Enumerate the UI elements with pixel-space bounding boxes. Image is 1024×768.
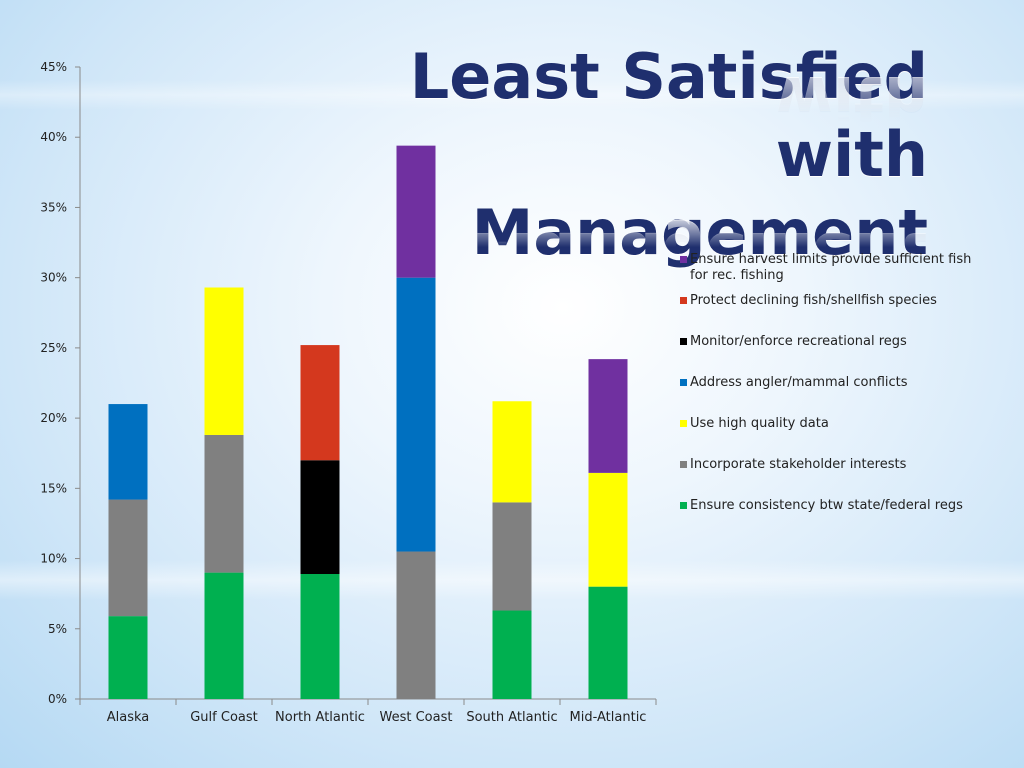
legend-swatch — [680, 297, 687, 304]
legend-item: Address angler/mammal conflicts — [680, 375, 980, 416]
legend-item: Monitor/enforce recreational regs — [680, 334, 980, 375]
bar-segment — [300, 460, 340, 575]
legend-label: for rec. fishing — [690, 268, 784, 283]
x-category-label: Alaska — [107, 710, 150, 725]
legend-label: Ensure consistency btw state/federal reg… — [690, 498, 963, 513]
y-tick-label: 30% — [40, 271, 67, 285]
bar-segment — [108, 616, 148, 699]
x-category-label: Mid-Atlantic — [570, 710, 647, 725]
x-category-label: Gulf Coast — [190, 710, 258, 725]
y-tick-label: 25% — [40, 341, 67, 355]
legend-item: Ensure consistency btw state/federal reg… — [680, 498, 980, 539]
bar-segment — [588, 359, 628, 473]
legend-item: Incorporate stakeholder interests — [680, 457, 980, 498]
y-tick-label: 10% — [40, 552, 67, 566]
title-line-2: Management — [288, 194, 928, 272]
x-category-label: North Atlantic — [275, 710, 365, 725]
legend-swatch — [680, 338, 687, 345]
y-tick-label: 15% — [40, 481, 67, 495]
legend-swatch — [680, 461, 687, 468]
y-tick-label: 0% — [48, 692, 67, 706]
bar-segment — [204, 434, 244, 573]
y-tick-label: 40% — [40, 130, 67, 144]
chart-legend: Ensure harvest limits provide sufficient… — [680, 252, 980, 539]
legend-item: Ensure harvest limits provide sufficient… — [680, 252, 980, 293]
x-category-label: South Atlantic — [466, 710, 557, 725]
legend-label: Monitor/enforce recreational regs — [690, 334, 907, 349]
bar-segment — [396, 277, 436, 552]
bar-segment — [300, 345, 340, 461]
legend-item: Protect declining fish/shellfish species — [680, 293, 980, 334]
legend-swatch — [680, 420, 687, 427]
bar-segment — [204, 287, 244, 435]
y-tick-label: 20% — [40, 411, 67, 425]
bar-segment — [492, 401, 532, 503]
legend-label: Address angler/mammal conflicts — [690, 375, 908, 390]
title-line-1: Least Satisfied with — [288, 38, 928, 194]
bar-segment — [588, 586, 628, 699]
bar-segment — [492, 502, 532, 611]
legend-swatch — [680, 256, 687, 263]
legend-label: Protect declining fish/shellfish species — [690, 293, 937, 308]
legend-item: Use high quality data — [680, 416, 980, 457]
bar-segment — [204, 572, 244, 699]
legend-swatch — [680, 379, 687, 386]
bar-segment — [396, 145, 436, 278]
bar-segment — [108, 499, 148, 617]
legend-label: Ensure harvest limits provide sufficient… — [690, 252, 972, 267]
x-category-label: West Coast — [380, 710, 453, 725]
slide-title: Least Satisfied with Management — [288, 38, 928, 272]
legend-label: Incorporate stakeholder interests — [690, 457, 907, 472]
y-tick-label: 45% — [40, 60, 67, 74]
y-tick-label: 35% — [40, 200, 67, 214]
bar-segment — [588, 472, 628, 587]
bar-segment — [300, 574, 340, 699]
y-tick-label: 5% — [48, 622, 67, 636]
bar-segment — [396, 551, 436, 699]
bar-segment — [492, 610, 532, 699]
legend-label: Use high quality data — [690, 416, 829, 431]
legend-swatch — [680, 502, 687, 509]
bar-segment — [108, 404, 148, 500]
